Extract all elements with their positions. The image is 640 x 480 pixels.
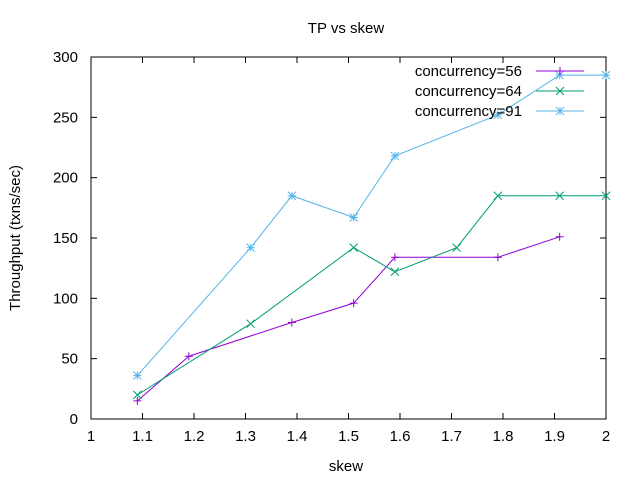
marker-stroke [132, 371, 142, 380]
data-point [601, 191, 611, 201]
x-tick-label: 1 [87, 428, 95, 445]
x-tick-label: 1.7 [441, 428, 462, 445]
data-point [133, 396, 142, 405]
data-point [287, 318, 296, 327]
marker-stroke [132, 390, 142, 400]
data-point [555, 232, 564, 241]
legend-entry: concurrency=64 [415, 83, 584, 100]
marker-stroke [452, 243, 462, 253]
data-point [493, 253, 502, 262]
y-tick-label: 300 [53, 49, 78, 66]
data-point [493, 110, 503, 120]
series-group [132, 70, 611, 405]
legend-entry: concurrency=56 [415, 63, 584, 80]
legend-label: concurrency=91 [415, 103, 522, 120]
x-tick-label: 1.9 [544, 428, 565, 445]
data-point [390, 267, 400, 277]
x-tick-label: 1.1 [132, 428, 153, 445]
data-point [349, 299, 358, 308]
y-axis-label: Throughput (txns/sec) [7, 165, 24, 311]
marker-stroke [601, 70, 611, 80]
data-point [246, 319, 256, 329]
marker-stroke [349, 243, 359, 253]
marker-stroke [349, 213, 359, 222]
legend: concurrency=56 concurrency=64 concurrency=… [415, 63, 584, 120]
series-3 [132, 70, 611, 380]
x-tick-label: 1.4 [287, 428, 308, 445]
data-point [349, 213, 359, 222]
legend-marker [555, 86, 565, 96]
data-point [555, 191, 565, 201]
x-tick-label: 1.5 [338, 428, 359, 445]
axes: 1 1.1 1.2 1.3 1.4 1.5 1.6 1.7 1.8 1.9 2 0 50 100 150 20… [53, 49, 610, 445]
series-2 [132, 191, 611, 400]
marker-stroke [493, 110, 503, 120]
y-tick-label: 50 [61, 351, 78, 368]
y-tick-label: 250 [53, 109, 78, 126]
x-tick-label: 1.6 [390, 428, 411, 445]
series-line [137, 195, 606, 396]
legend-entry: concurrency=91 [415, 103, 584, 120]
marker-stroke [555, 70, 565, 80]
data-point [287, 191, 297, 201]
marker-stroke [555, 106, 565, 116]
x-axis-label: skew [329, 458, 363, 475]
data-point [601, 70, 611, 80]
data-point [132, 371, 142, 380]
data-point [246, 243, 256, 253]
x-tick-label: 1.8 [493, 428, 514, 445]
marker-stroke [246, 243, 256, 253]
data-point [493, 191, 503, 201]
legend-marker [555, 106, 565, 116]
y-tick-label: 0 [70, 411, 78, 428]
data-point [349, 243, 359, 253]
marker-stroke [246, 319, 256, 329]
series-line [137, 236, 560, 402]
series-line [136, 74, 606, 376]
marker-stroke [555, 86, 565, 96]
marker-stroke [390, 267, 400, 277]
x-tick-label: 2 [602, 428, 610, 445]
marker-stroke [287, 191, 297, 201]
marker-stroke [601, 191, 611, 201]
legend-label: concurrency=64 [415, 83, 522, 100]
x-tick-label: 1.2 [184, 428, 205, 445]
marker-stroke [390, 151, 400, 161]
y-tick-label: 200 [53, 170, 78, 187]
plot-frame [90, 56, 607, 420]
y-tick-label: 150 [53, 230, 78, 247]
legend-marker [556, 67, 564, 75]
x-tick-label: 1.3 [235, 428, 256, 445]
data-point [390, 253, 399, 262]
data-point [452, 243, 462, 253]
y-tick-label: 100 [53, 290, 78, 307]
marker-stroke [555, 191, 565, 201]
series-1 [133, 232, 564, 405]
chart-title: TP vs skew [308, 20, 385, 37]
legend-label: concurrency=56 [415, 63, 522, 80]
data-point [184, 352, 193, 361]
data-point [132, 390, 142, 400]
data-point [390, 151, 400, 161]
marker-stroke [493, 191, 503, 201]
